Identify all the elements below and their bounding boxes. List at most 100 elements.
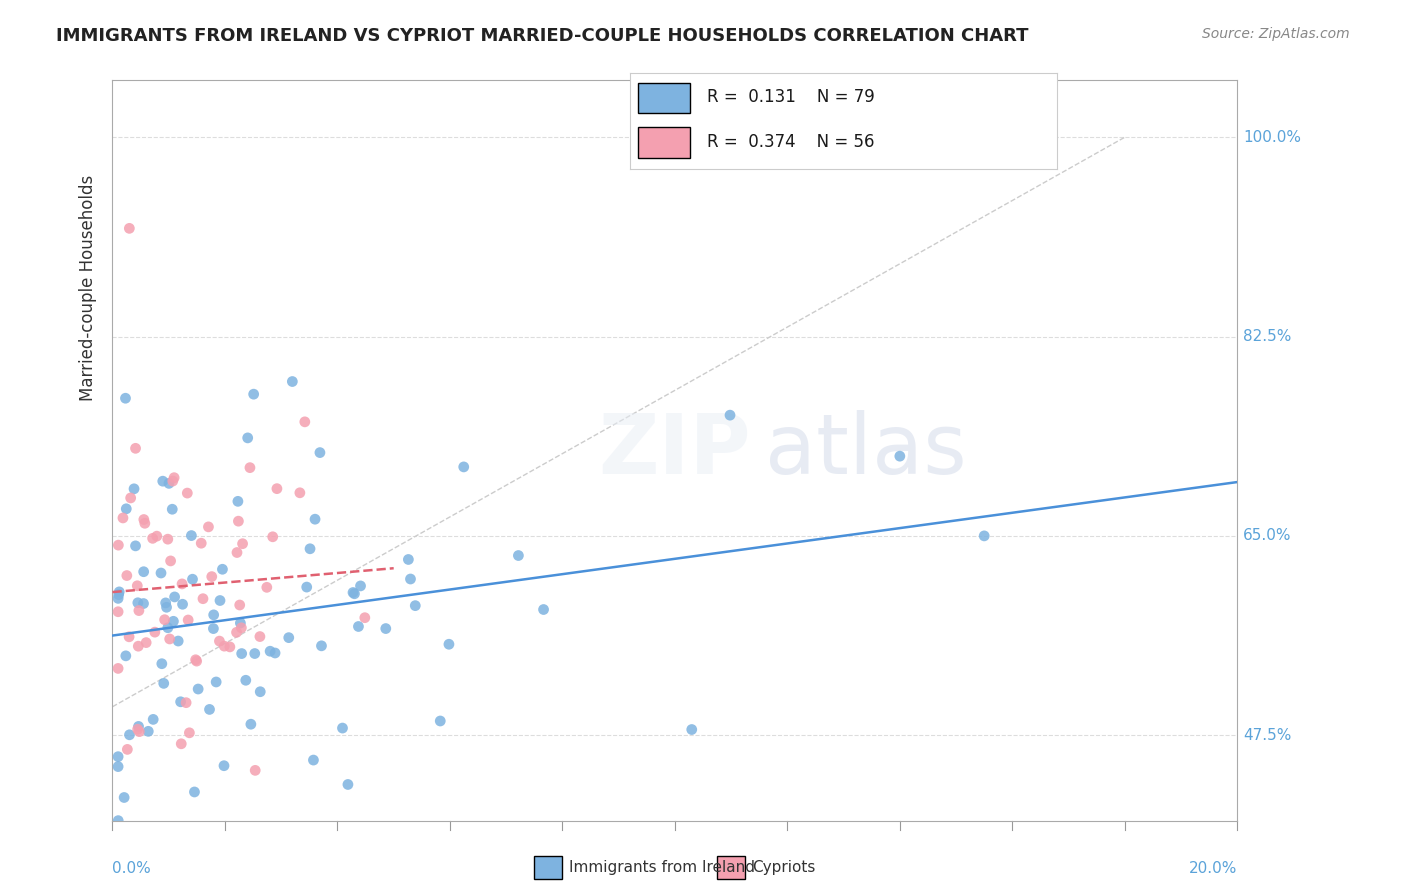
- Point: [342, 585, 364, 599]
- Point: [249, 684, 271, 698]
- Point: [127, 596, 149, 610]
- Point: [156, 621, 179, 635]
- Point: [163, 590, 186, 604]
- Point: [127, 723, 149, 737]
- Point: [242, 387, 264, 401]
- Point: [288, 485, 311, 500]
- Point: [243, 647, 266, 661]
- Point: [114, 648, 136, 663]
- Point: [184, 653, 207, 667]
- Point: [132, 512, 155, 526]
- Point: [201, 569, 224, 583]
- Point: [343, 587, 366, 601]
- Point: [249, 630, 271, 644]
- Point: [180, 528, 202, 542]
- Point: [295, 580, 318, 594]
- Point: [153, 613, 176, 627]
- Point: [181, 572, 204, 586]
- Text: 100.0%: 100.0%: [1243, 129, 1301, 145]
- Point: [190, 536, 212, 550]
- Point: [114, 391, 136, 405]
- Point: [115, 568, 138, 582]
- Point: [146, 529, 169, 543]
- Point: [118, 221, 141, 235]
- Point: [336, 777, 359, 791]
- Point: [226, 494, 249, 508]
- Text: 0.0%: 0.0%: [112, 861, 152, 876]
- Point: [429, 714, 451, 728]
- Point: [162, 502, 184, 516]
- Point: [239, 460, 262, 475]
- Point: [198, 702, 221, 716]
- Point: [191, 591, 214, 606]
- Point: [202, 622, 225, 636]
- Point: [302, 753, 325, 767]
- Point: [159, 554, 181, 568]
- Point: [122, 482, 145, 496]
- Point: [176, 486, 198, 500]
- Point: [134, 516, 156, 531]
- Point: [266, 482, 288, 496]
- Point: [231, 647, 253, 661]
- Point: [208, 634, 231, 648]
- Text: 47.5%: 47.5%: [1243, 728, 1291, 743]
- Point: [167, 634, 190, 648]
- Point: [973, 529, 995, 543]
- Point: [186, 654, 208, 668]
- Point: [150, 566, 173, 580]
- Point: [214, 639, 236, 653]
- Text: Immigrants from Ireland: Immigrants from Ireland: [569, 860, 755, 874]
- Point: [208, 593, 231, 607]
- Point: [124, 539, 146, 553]
- Point: [218, 640, 240, 654]
- Point: [108, 585, 131, 599]
- Text: atlas: atlas: [765, 410, 966, 491]
- Point: [533, 602, 555, 616]
- Point: [231, 621, 253, 635]
- Point: [127, 639, 149, 653]
- Point: [162, 474, 184, 488]
- Point: [228, 514, 250, 528]
- Point: [117, 742, 139, 756]
- Point: [453, 459, 475, 474]
- Point: [159, 632, 181, 646]
- Point: [236, 431, 259, 445]
- Point: [157, 476, 180, 491]
- Point: [169, 695, 191, 709]
- Point: [107, 759, 129, 773]
- Point: [437, 637, 460, 651]
- Point: [353, 610, 375, 624]
- Point: [718, 408, 741, 422]
- Text: Married-couple Households: Married-couple Households: [79, 175, 97, 401]
- Point: [226, 545, 249, 559]
- Point: [107, 591, 129, 606]
- Point: [174, 696, 197, 710]
- Text: ZIP: ZIP: [599, 410, 751, 491]
- Point: [294, 415, 316, 429]
- Point: [277, 631, 299, 645]
- Point: [142, 712, 165, 726]
- Point: [304, 512, 326, 526]
- Point: [349, 579, 371, 593]
- Point: [232, 537, 254, 551]
- Point: [132, 597, 155, 611]
- Text: 20.0%: 20.0%: [1189, 861, 1237, 876]
- Point: [404, 599, 426, 613]
- Point: [374, 622, 396, 636]
- Text: 65.0%: 65.0%: [1243, 528, 1291, 543]
- Point: [259, 644, 281, 658]
- Point: [309, 445, 332, 459]
- Point: [155, 596, 177, 610]
- Point: [205, 675, 228, 690]
- Point: [111, 511, 134, 525]
- Point: [115, 501, 138, 516]
- Point: [508, 549, 530, 563]
- Point: [396, 552, 419, 566]
- Point: [172, 597, 194, 611]
- Point: [107, 749, 129, 764]
- Point: [118, 630, 141, 644]
- Point: [212, 758, 235, 772]
- Point: [162, 615, 184, 629]
- Point: [107, 661, 129, 675]
- Point: [239, 717, 262, 731]
